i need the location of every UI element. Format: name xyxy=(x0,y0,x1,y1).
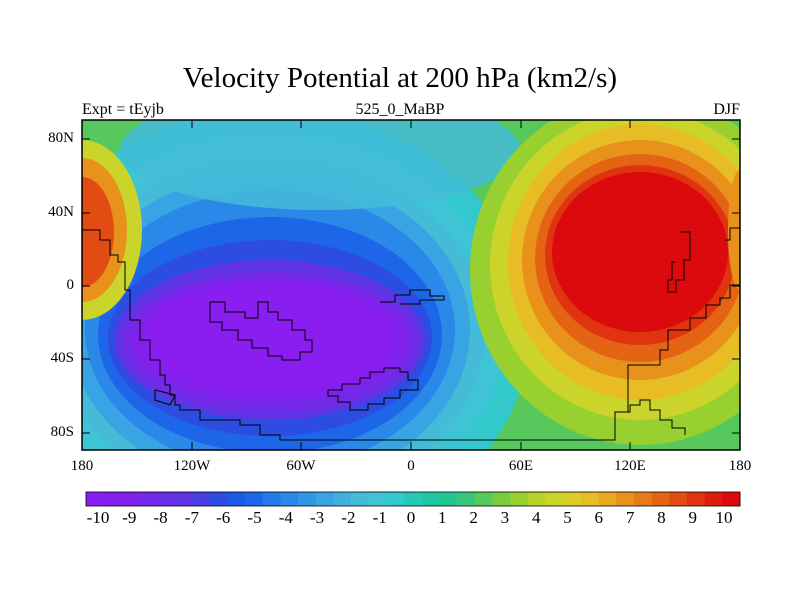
colorbar-box xyxy=(510,492,529,506)
contour-field xyxy=(82,120,740,450)
colorbar-label: 3 xyxy=(500,508,510,527)
plot-title: Velocity Potential at 200 hPa (km2/s) xyxy=(182,62,618,94)
colorbar-label: 2 xyxy=(469,508,478,527)
coastlines xyxy=(82,227,740,441)
colorbar-box xyxy=(245,492,264,506)
colorbar-label: -6 xyxy=(216,508,231,527)
subtitle-left: Expt = tEyjb xyxy=(82,101,164,118)
colorbar-box xyxy=(121,492,140,506)
tick-marks xyxy=(82,120,740,450)
colorbar-label: -3 xyxy=(310,508,325,527)
colorbar-box xyxy=(633,492,652,506)
x-tick-label: 180 xyxy=(728,458,752,474)
subtitle-right: DJF xyxy=(713,101,740,118)
colorbar-box xyxy=(209,492,228,506)
colorbar-label: 5 xyxy=(563,508,572,527)
x-tick-label: 120E xyxy=(614,458,646,474)
colorbar-label: -9 xyxy=(122,508,137,527)
colorbar-label: 9 xyxy=(688,508,697,527)
high-center-contours xyxy=(470,120,740,445)
colorbar-box xyxy=(156,492,175,506)
y-tick-label: 40S xyxy=(50,350,74,366)
colorbar-frame xyxy=(85,491,741,507)
x-tick-label: 60W xyxy=(286,458,316,474)
colorbar-box xyxy=(527,492,546,506)
colorbar-box xyxy=(686,492,705,506)
colorbar-label: 0 xyxy=(406,508,416,527)
y-tick-label: 40N xyxy=(48,204,74,220)
colorbar-box xyxy=(86,492,104,506)
colorbar-box xyxy=(139,492,158,506)
colorbar-label: -10 xyxy=(86,508,110,527)
colorbar-box xyxy=(598,492,617,506)
colorbar-label: -5 xyxy=(247,508,262,527)
colorbar-label: 7 xyxy=(625,508,635,527)
colorbar-label: 6 xyxy=(594,508,604,527)
colorbar-label: 4 xyxy=(531,508,541,527)
y-tick-label: 80N xyxy=(48,130,74,146)
colorbar-box xyxy=(368,492,387,506)
colorbar-box xyxy=(262,492,281,506)
x-tick-label: 120W xyxy=(173,458,211,474)
x-tick-label: 180 xyxy=(70,458,94,474)
colorbar-label: -2 xyxy=(341,508,356,527)
colorbar-label: -8 xyxy=(153,508,168,527)
colorbar-label: 8 xyxy=(657,508,666,527)
colorbar-label: -1 xyxy=(372,508,387,527)
colorbar-box xyxy=(351,492,370,506)
colorbar-label: -4 xyxy=(278,508,293,527)
colorbar-box xyxy=(457,492,476,506)
x-tick-label: 0 xyxy=(407,458,415,474)
colorbar-label: 10 xyxy=(715,508,733,527)
colorbar-box xyxy=(404,492,423,506)
colorbar-label: -7 xyxy=(184,508,199,527)
colorbar-box xyxy=(333,492,352,506)
colorbar-box xyxy=(651,492,670,506)
colorbar-box xyxy=(616,492,635,506)
subtitle-center: 525_0_MaBP xyxy=(355,101,445,118)
colorbar-box xyxy=(474,492,493,506)
colorbar-box xyxy=(580,492,599,506)
y-tick-label: 0 xyxy=(66,277,75,293)
colorbar-box xyxy=(103,492,122,506)
colorbar-box xyxy=(722,492,741,506)
colorbar-box xyxy=(315,492,334,506)
colorbar-box xyxy=(545,492,564,506)
colorbar xyxy=(85,491,741,507)
colorbar-box xyxy=(298,492,317,506)
colorbar-box xyxy=(669,492,688,506)
north-band xyxy=(120,120,520,210)
colorbar-box xyxy=(704,492,723,506)
colorbar-box xyxy=(421,492,440,506)
colorbar-box xyxy=(439,492,458,506)
colorbar-box xyxy=(280,492,299,506)
colorbar-box xyxy=(563,492,582,506)
colorbar-label: 1 xyxy=(438,508,447,527)
low-center-contours xyxy=(82,120,530,450)
colorbar-box xyxy=(174,492,193,506)
y-tick-label: 80S xyxy=(50,424,74,440)
colorbar-box xyxy=(227,492,246,506)
colorbar-box xyxy=(492,492,511,506)
colorbar-box xyxy=(192,492,211,506)
dateline-high-contours xyxy=(82,140,740,320)
x-tick-label: 60E xyxy=(508,458,534,474)
colorbar-box xyxy=(386,492,405,506)
